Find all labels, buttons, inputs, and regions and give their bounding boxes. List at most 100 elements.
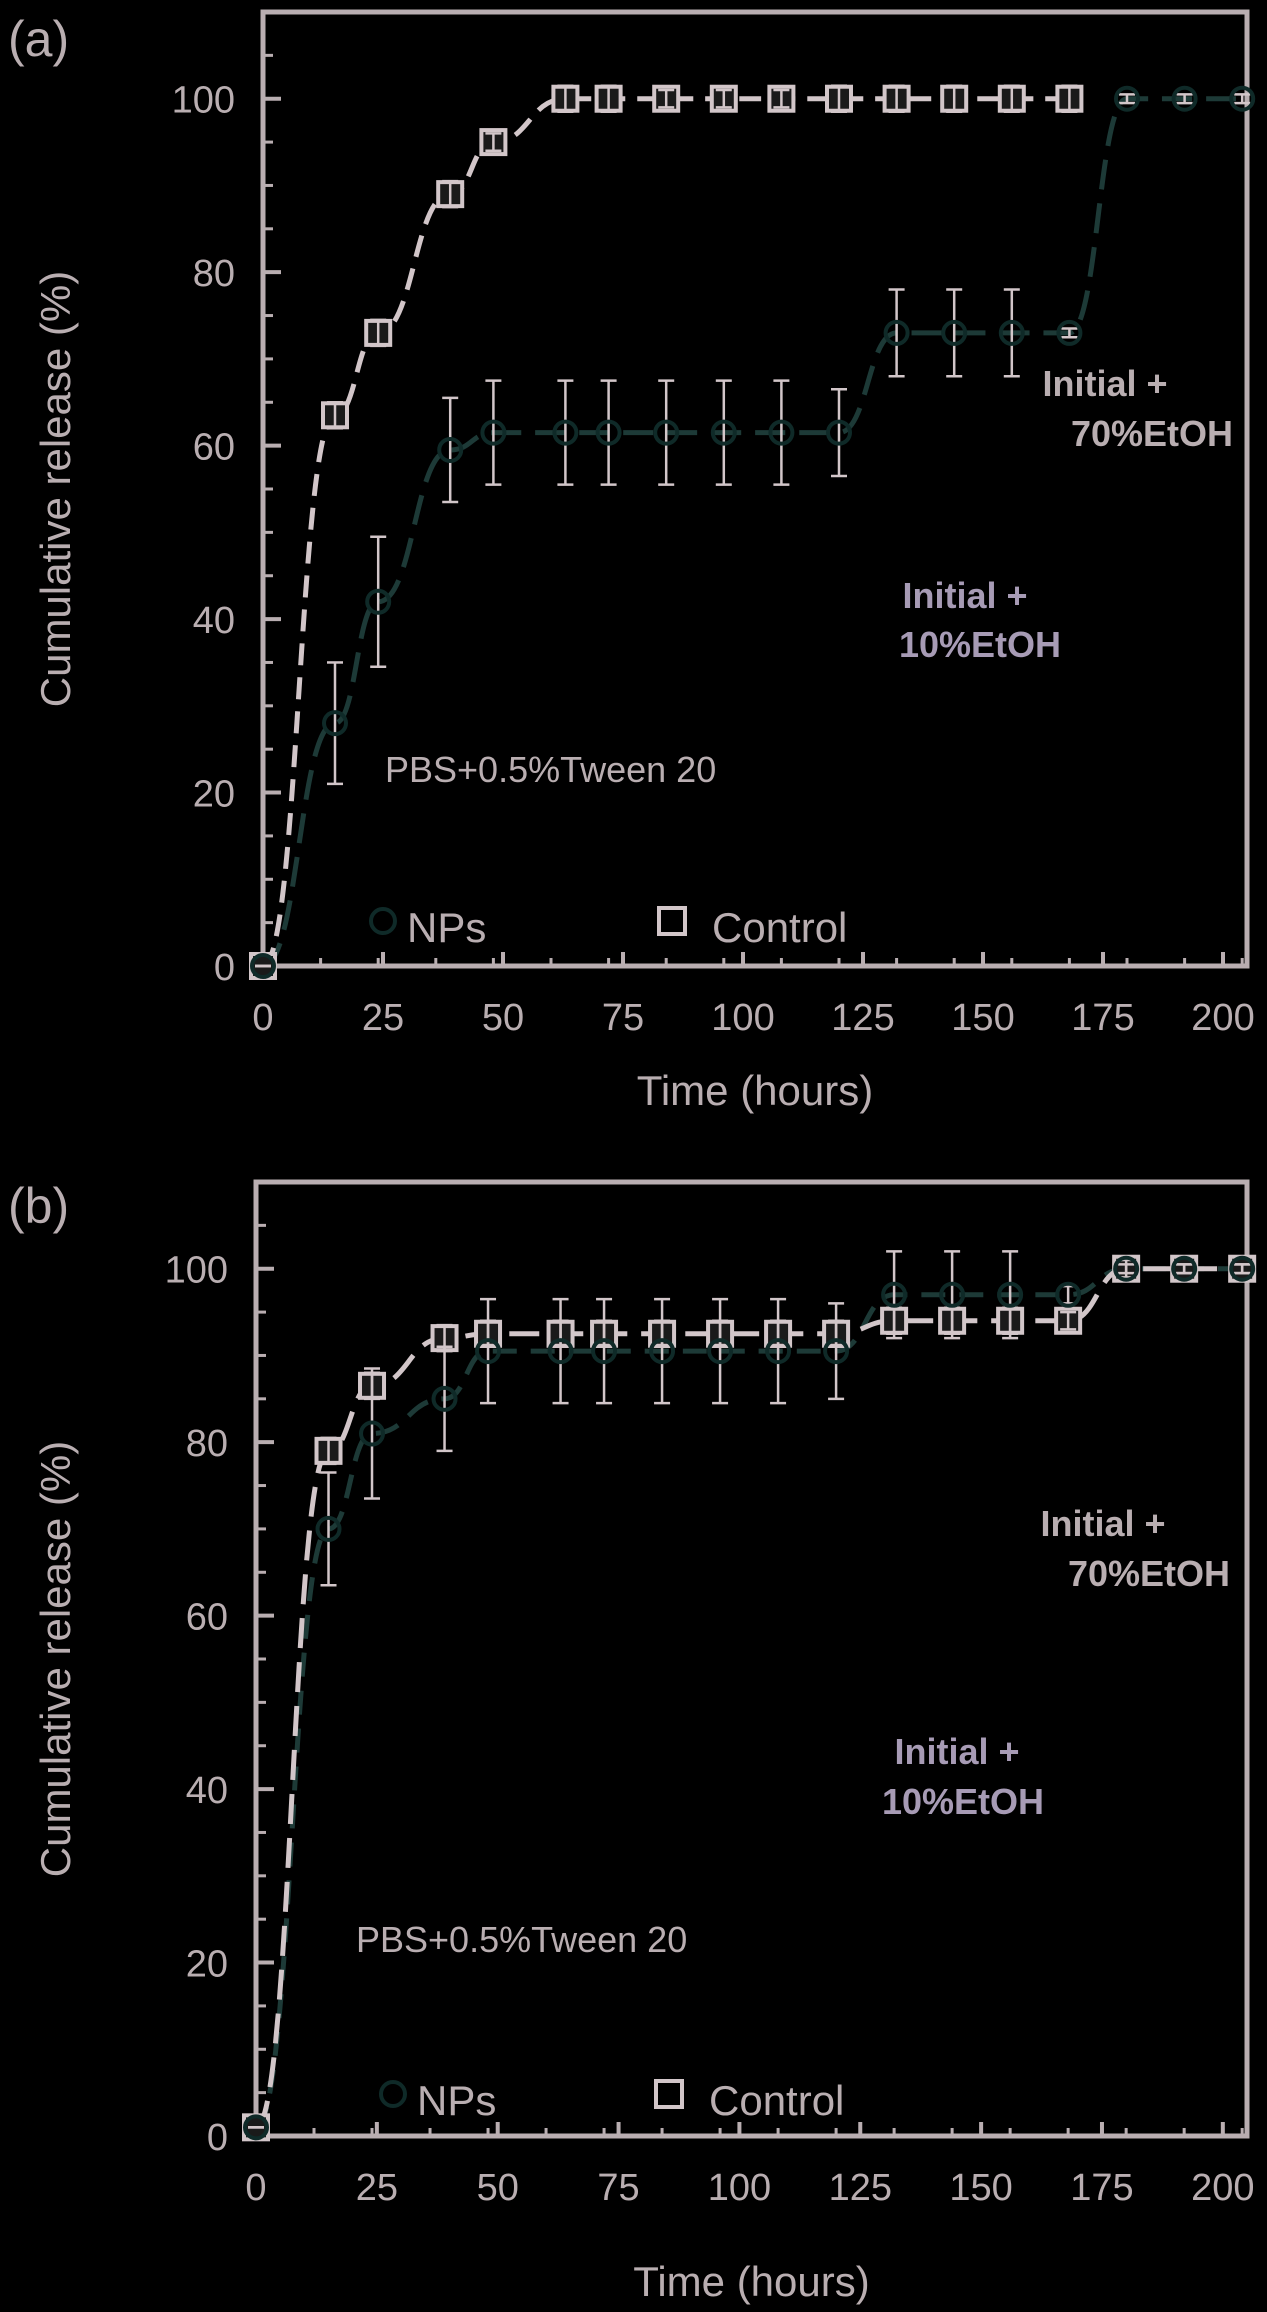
nps-error-bar — [946, 288, 963, 378]
y-tick-label: 20 — [193, 774, 235, 816]
x-tick-label: 125 — [831, 997, 894, 1039]
nps-data-point — [1229, 1255, 1256, 1282]
nps-error-bar — [831, 388, 847, 478]
control-error-bar — [600, 84, 617, 113]
x-tick-label: 200 — [1191, 997, 1254, 1039]
legend-nps-marker — [379, 2080, 407, 2108]
nps-data-point — [547, 1338, 574, 1365]
nps-data-point — [997, 1281, 1024, 1308]
nps-error-bar — [1003, 288, 1020, 378]
y-tick-label: 100 — [165, 1250, 228, 1292]
x-tick-label: 50 — [482, 997, 524, 1039]
annotation-medium: PBS+0.5%Tween 20 — [385, 749, 716, 790]
x-tick-label: 125 — [829, 2167, 892, 2209]
nps-data-point — [315, 1515, 342, 1542]
nps-data-point — [1171, 1255, 1198, 1282]
control-error-bar — [946, 84, 963, 113]
nps-error-bar — [1118, 1263, 1135, 1275]
nps-data-point — [365, 588, 392, 615]
nps-error-bar — [557, 379, 574, 486]
y-tick-label: 40 — [186, 1770, 228, 1812]
control-error-bar — [773, 88, 790, 109]
nps-data-point — [591, 1338, 618, 1365]
panel-label: (a) — [8, 11, 69, 67]
y-tick-label: 0 — [207, 2117, 228, 2159]
control-error-bar — [327, 401, 343, 430]
panel-label: (b) — [8, 1178, 69, 1234]
nps-data-point — [437, 436, 464, 463]
chart-panel-b: 0 20 40 60 80 100 0 25 50 75 100 125 150 175 200 Time (… — [8, 1178, 1257, 2305]
nps-error-bar — [485, 379, 502, 486]
nps-data-point — [768, 419, 795, 446]
nps-error-bar — [1119, 93, 1135, 105]
nps-data-point — [250, 953, 276, 979]
nps-error-bar — [364, 1367, 381, 1500]
control-error-bar — [442, 179, 459, 209]
nps-error-bar — [1234, 93, 1251, 105]
nps-error-bar — [442, 396, 459, 504]
nps-data-point — [359, 1420, 386, 1447]
legend: NPs Control — [369, 904, 847, 951]
nps-error-bar — [370, 535, 387, 669]
x-axis-title: Time (hours) — [633, 2258, 869, 2305]
annotation-medium: PBS+0.5%Tween 20 — [356, 1919, 687, 1960]
x-tick-label: 50 — [477, 2167, 519, 2209]
annotation-10-etoh: 10%EtOH — [899, 624, 1061, 665]
nps-data-point — [595, 419, 622, 446]
x-tick-label: 150 — [949, 2167, 1012, 2209]
y-tick-label: 40 — [193, 600, 235, 642]
nps-data-point — [1229, 85, 1256, 112]
annotation-10-etoh: Initial + — [894, 1731, 1019, 1772]
nps-data-point — [1056, 319, 1083, 346]
legend: NPs Control — [379, 2077, 844, 2124]
nps-error-bar — [773, 379, 790, 486]
nps-error-bar — [320, 1471, 337, 1587]
y-tick-label: 80 — [186, 1423, 228, 1465]
nps-data-point — [941, 319, 968, 346]
nps-error-bar — [712, 1297, 729, 1405]
y-tick-label: 20 — [186, 1944, 228, 1986]
plot-frame — [253, 1179, 1250, 2139]
x-tick-label: 25 — [362, 997, 404, 1039]
nps-data-point — [765, 1338, 792, 1365]
x-tick-label: 175 — [1071, 997, 1134, 1039]
y-tick-label: 60 — [186, 1597, 228, 1639]
control-series-line — [261, 96, 1070, 969]
nps-data-point — [552, 419, 579, 446]
control-error-bar — [831, 84, 847, 113]
x-tick-label: 100 — [711, 997, 774, 1039]
nps-data-point — [1114, 85, 1140, 112]
nps-data-point — [883, 319, 910, 346]
nps-data-point — [1113, 1255, 1140, 1282]
annotation-70-etoh: Initial + — [1040, 1503, 1165, 1544]
x-tick-label: 0 — [245, 2167, 266, 2209]
y-tick-label: 80 — [193, 253, 235, 295]
nps-data-point — [826, 419, 852, 446]
control-error-bar — [557, 84, 574, 113]
annotation-10-etoh: 10%EtOH — [882, 1781, 1044, 1822]
nps-data-point — [707, 1338, 734, 1365]
control-error-bar — [1060, 1310, 1077, 1331]
annotation-70-etoh: Initial + — [1042, 363, 1167, 404]
y-axis-title: Cumulative release (%) — [32, 1441, 79, 1878]
nps-error-bar — [1002, 1250, 1019, 1340]
nps-error-bar — [596, 1297, 613, 1405]
legend-nps-label: NPs — [417, 2077, 496, 2124]
nps-data-point — [649, 1338, 676, 1365]
x-tick-label: 75 — [597, 2167, 639, 2209]
nps-data-point — [823, 1338, 850, 1365]
nps-data-point — [243, 2114, 269, 2141]
x-axis-title: Time (hours) — [637, 1067, 873, 1114]
nps-data-point — [1055, 1281, 1082, 1308]
x-tick-label: 200 — [1191, 2167, 1254, 2209]
y-tick-label: 60 — [193, 427, 235, 469]
nps-error-bar — [1176, 93, 1193, 105]
y-tick-label: 100 — [172, 80, 235, 122]
nps-error-bar — [1060, 1284, 1077, 1305]
control-error-bar — [715, 88, 732, 109]
nps-error-bar — [436, 1345, 453, 1453]
y-tick-label: 0 — [214, 947, 235, 989]
nps-series-line — [254, 1266, 1243, 2130]
control-error-bar — [320, 1436, 337, 1466]
